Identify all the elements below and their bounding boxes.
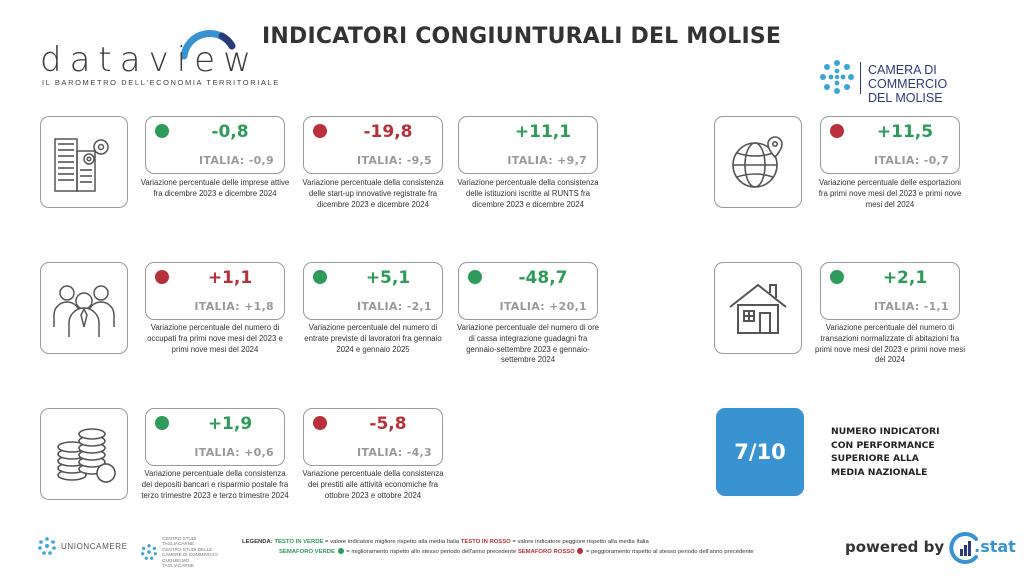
coins-icon bbox=[57, 428, 116, 483]
indicator-value: +5,1 bbox=[365, 268, 411, 288]
centro-studi-logo: CENTRO STUDI TAGLIACARNE CENTRO STUDI DE… bbox=[140, 536, 218, 568]
cstat-logo: .stat bbox=[948, 531, 1018, 564]
indicator-description: Variazione percentuale del numero di ore… bbox=[456, 323, 600, 365]
indicator-card: +11,1 ITALIA: +9,7 bbox=[458, 116, 598, 174]
gauge-arc-icon bbox=[180, 30, 236, 60]
indicator-italia-value: ITALIA: -2,1 bbox=[357, 300, 432, 313]
red-light-icon bbox=[313, 416, 327, 430]
legend-green-desc: = valore indicatore migliore rispetto al… bbox=[323, 539, 461, 545]
logo-wordmark: dataview bbox=[40, 40, 259, 80]
indicator-card: +5,1 ITALIA: -2,1 bbox=[303, 262, 443, 320]
indicator-description: Variazione percentuale della consistenza… bbox=[457, 178, 599, 209]
indicator-description: Variazione percentuale della consistenza… bbox=[141, 469, 289, 500]
indicator-value: -0,8 bbox=[211, 122, 249, 142]
indicator-card: -0,8 ITALIA: -0,9 bbox=[145, 116, 285, 174]
indicator-italia-value: ITALIA: +9,7 bbox=[507, 154, 587, 167]
green-light-icon bbox=[313, 270, 327, 284]
indicator-value: +11,1 bbox=[514, 122, 572, 142]
indicator-card: +11,5 ITALIA: -0,7 bbox=[820, 116, 960, 174]
unioncamere-logo: UNIONCAMERE bbox=[37, 536, 128, 556]
centro-studi-mark-icon bbox=[141, 544, 157, 561]
group-icon-box-lavoro bbox=[40, 262, 128, 354]
camera-commercio-mark-icon bbox=[820, 60, 854, 94]
legend-line-text: LEGENDA: TESTO IN VERDE = valore indicat… bbox=[242, 537, 754, 547]
legend-green-light: SEMAFORO VERDE bbox=[279, 549, 335, 555]
indicator-card: -19,8 ITALIA: -9,5 bbox=[303, 116, 443, 174]
group-icon-box-credito bbox=[40, 408, 128, 500]
indicator-italia-value: ITALIA: -9,5 bbox=[357, 154, 432, 167]
legend-red-light: SEMAFORO ROSSO bbox=[517, 549, 575, 555]
green-light-dot-icon bbox=[337, 548, 344, 554]
green-light-icon bbox=[155, 416, 169, 430]
legend-red-text: TESTO IN ROSSO bbox=[460, 539, 511, 545]
indicator-italia-value: ITALIA: +20,1 bbox=[499, 300, 587, 313]
indicator-value: +2,1 bbox=[882, 268, 928, 288]
indicator-card: +2,1 ITALIA: -1,1 bbox=[820, 262, 960, 320]
logo-tagline: IL BAROMETRO DELL'ECONOMIA TERRITORIALE bbox=[42, 78, 280, 87]
indicator-card: -48,7 ITALIA: +20,1 bbox=[458, 262, 598, 320]
indicator-value: -5,8 bbox=[369, 414, 407, 434]
indicator-value: -19,8 bbox=[363, 122, 413, 142]
legend-label: LEGENDA: bbox=[242, 539, 273, 545]
house-icon bbox=[729, 283, 787, 334]
indicator-description: Variazione percentuale del numero di occ… bbox=[147, 323, 283, 354]
indicator-value: +11,5 bbox=[876, 122, 934, 142]
indicator-description: Variazione percentuale delle imprese att… bbox=[140, 178, 290, 198]
red-light-icon bbox=[313, 124, 327, 138]
people-icon bbox=[53, 285, 115, 337]
indicator-card: +1,9 ITALIA: +0,6 bbox=[145, 408, 285, 466]
group-icon-box-abitazioni bbox=[714, 262, 802, 354]
indicator-value: +1,1 bbox=[207, 268, 253, 288]
summary-label: NUMERO INDICATORI CON PERFORMANCE SUPERI… bbox=[831, 426, 940, 478]
indicator-italia-value: ITALIA: +1,8 bbox=[194, 300, 274, 313]
camera-commercio-name: CAMERA DI COMMERCIO DEL MOLISE bbox=[868, 63, 948, 105]
indicator-italia-value: ITALIA: -1,1 bbox=[874, 300, 949, 313]
indicator-card: +1,1 ITALIA: +1,8 bbox=[145, 262, 285, 320]
office-buildings-gear-icon bbox=[54, 138, 109, 192]
indicator-description: Variazione percentuale della consistenza… bbox=[302, 469, 444, 500]
green-light-icon bbox=[468, 270, 482, 284]
legend-red-light-desc: = peggioramento rispetto al stesso perio… bbox=[584, 549, 754, 555]
red-light-dot-icon bbox=[577, 548, 584, 554]
summary-count: 7/10 bbox=[716, 408, 804, 496]
page-title: INDICATORI CONGIUNTURALI DEL MOLISE bbox=[262, 24, 782, 49]
red-light-icon bbox=[830, 124, 844, 138]
indicator-italia-value: ITALIA: +0,6 bbox=[194, 446, 274, 459]
powered-by-text: powered by bbox=[845, 538, 945, 556]
indicator-description: Variazione percentuale del numero di tra… bbox=[815, 323, 965, 365]
unioncamere-name: UNIONCAMERE bbox=[61, 541, 128, 551]
indicator-description: Variazione percentuale del numero di ent… bbox=[304, 323, 442, 354]
centro-studi-name: CENTRO STUDI TAGLIACARNE CENTRO STUDI DE… bbox=[162, 536, 218, 569]
group-icon-box-imprese bbox=[40, 116, 128, 208]
cstat-wordmark: .stat bbox=[974, 537, 1016, 556]
indicator-italia-value: ITALIA: -0,9 bbox=[199, 154, 274, 167]
indicator-italia-value: ITALIA: -0,7 bbox=[874, 154, 949, 167]
legend-line-lights: SEMAFORO VERDE = miglioramento rispetto … bbox=[242, 547, 754, 557]
indicator-value: -48,7 bbox=[518, 268, 568, 288]
legend-green-text: TESTO IN VERDE bbox=[274, 539, 324, 545]
cstat-c-icon bbox=[949, 532, 979, 564]
camera-commercio-logo: CAMERA DI COMMERCIO DEL MOLISE bbox=[818, 58, 1013, 105]
legend-red-desc: = valore indicatore peggiore rispetto al… bbox=[510, 539, 649, 545]
red-light-icon bbox=[155, 270, 169, 284]
indicator-value: +1,9 bbox=[207, 414, 253, 434]
indicator-description: Variazione percentuale delle esportazion… bbox=[818, 178, 962, 209]
globe-pin-icon bbox=[732, 136, 783, 188]
powered-by: powered by .stat bbox=[845, 531, 1018, 564]
indicator-card: -5,8 ITALIA: -4,3 bbox=[303, 408, 443, 466]
green-light-icon bbox=[155, 124, 169, 138]
camera-logo-divider bbox=[860, 62, 861, 94]
green-light-icon bbox=[830, 270, 844, 284]
indicator-italia-value: ITALIA: -4,3 bbox=[357, 446, 432, 459]
legend-green-light-desc: = miglioramento rispetto allo stesso per… bbox=[344, 549, 518, 555]
dataview-logo: dataview IL BAROMETRO DELL'ECONOMIA TERR… bbox=[40, 22, 278, 92]
legend: LEGENDA: TESTO IN VERDE = valore indicat… bbox=[242, 537, 754, 557]
indicator-description: Variazione percentuale della consistenza… bbox=[302, 178, 444, 209]
unioncamere-mark-icon bbox=[38, 537, 56, 555]
group-icon-box-export bbox=[714, 116, 802, 208]
